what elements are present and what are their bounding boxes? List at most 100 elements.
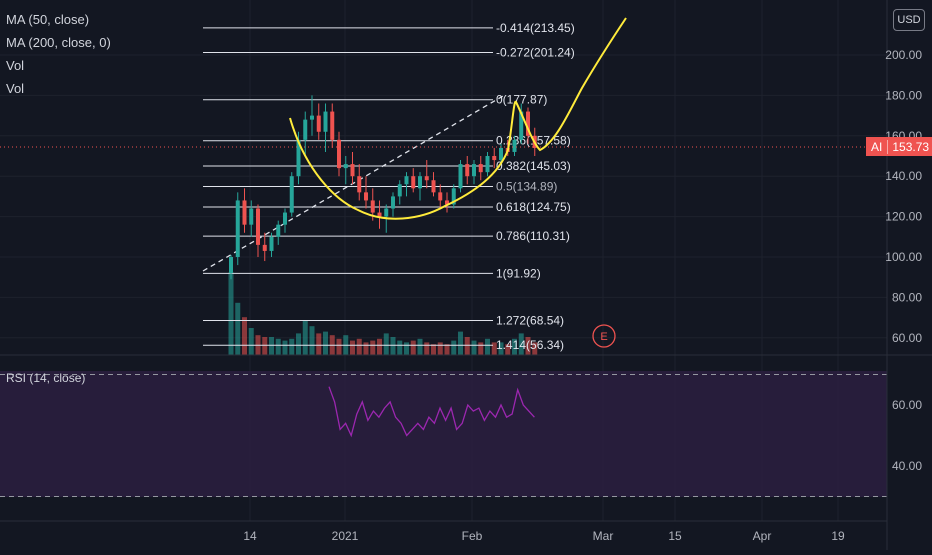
candle-body	[229, 257, 233, 274]
candle-body	[458, 164, 463, 189]
fib-level-label: 0(177.87)	[496, 93, 547, 107]
fib-level-label: 0.786(110.31)	[496, 229, 570, 243]
candle-body	[296, 139, 301, 177]
fib-level-label: 1(91.92)	[496, 266, 541, 280]
candle-body	[485, 156, 490, 173]
volume-bar	[377, 338, 382, 355]
candle-body	[397, 184, 402, 197]
candle-body	[276, 224, 281, 237]
time-axis-label: 19	[831, 529, 845, 543]
fib-level-label: -0.272(201.24)	[496, 45, 575, 59]
volume-bar	[458, 331, 463, 355]
candle-body	[316, 115, 321, 132]
candle-body	[364, 192, 368, 201]
candle-body	[418, 176, 422, 189]
volume-bar	[296, 333, 301, 355]
candle-body	[391, 196, 395, 209]
candle-body	[512, 139, 517, 152]
candlestick-series	[229, 95, 537, 280]
volume-bar	[505, 344, 511, 355]
legend-ma50[interactable]: MA (50, close)	[6, 12, 90, 27]
volume-bar	[464, 337, 470, 355]
candle-body	[289, 176, 294, 213]
volume-bar	[417, 338, 423, 355]
volume-bar	[404, 342, 409, 355]
price-axis-label: 60.00	[892, 331, 922, 345]
candle-body	[384, 208, 389, 217]
candle-body	[438, 192, 443, 201]
time-axis-label: 2021	[332, 529, 359, 543]
candle-body	[249, 208, 254, 225]
volume-bar	[350, 340, 355, 355]
currency-button[interactable]: USD	[893, 9, 925, 31]
rsi-band-lines	[0, 374, 887, 497]
volume-bar	[512, 338, 517, 355]
candle-body	[465, 164, 470, 177]
volume-bar	[323, 331, 328, 355]
volume-bar	[444, 344, 450, 355]
candle-body	[343, 164, 348, 169]
time-axis[interactable]: 14 2021 Feb Mar 15 Apr 19	[243, 529, 845, 543]
candle-body	[235, 200, 240, 257]
candle-body	[424, 176, 429, 181]
price-axis-label: 120.00	[885, 210, 922, 224]
price-axis-label: 180.00	[885, 88, 922, 102]
volume-bar	[491, 342, 497, 355]
volume-bar	[370, 340, 376, 355]
last-price-symbol: AI	[866, 139, 889, 154]
rsi-axis-label: 40.00	[892, 459, 922, 473]
fib-level-label: 0.382(145.03)	[496, 159, 571, 173]
legend-vol-2[interactable]: Vol	[6, 81, 25, 96]
volume-bar	[518, 333, 524, 355]
rsi-band-background	[0, 371, 887, 497]
time-axis-label: Feb	[462, 529, 483, 543]
volume-bar	[356, 338, 362, 355]
earnings-marker[interactable]: E	[592, 324, 616, 348]
candle-body	[323, 111, 328, 132]
fib-level-label: 0.5(134.89)	[496, 180, 557, 194]
time-axis-label: 14	[243, 529, 257, 543]
candle-body	[431, 180, 436, 193]
time-axis-label: Mar	[593, 529, 614, 543]
volume-bar	[525, 337, 531, 355]
volume-bar	[471, 340, 477, 355]
candle-body	[451, 188, 456, 205]
rsi-panel	[328, 386, 535, 438]
rsi-axis[interactable]: 60.00 40.00	[892, 398, 922, 473]
time-axis-label: Apr	[753, 529, 772, 543]
last-price-tag: AI 153.73	[866, 137, 932, 156]
time-axis-label: 15	[668, 529, 682, 543]
candle-body	[492, 156, 497, 161]
legend-ma200[interactable]: MA (200, close, 0)	[6, 35, 111, 50]
fib-level-label: -0.414(213.45)	[496, 21, 575, 35]
volume-bar	[235, 302, 241, 355]
volume-bar	[302, 320, 308, 355]
volume-bar	[289, 338, 295, 355]
candle-body	[256, 208, 260, 245]
candle-body	[357, 176, 362, 193]
volume-bar	[532, 342, 538, 355]
candle-body	[478, 164, 483, 173]
candle-body	[472, 164, 476, 177]
cup-and-handle-annotation[interactable]	[289, 17, 627, 220]
volume-bar	[451, 340, 457, 355]
volume-bar	[397, 340, 403, 355]
candle-body	[411, 176, 416, 189]
volume-bar	[390, 337, 396, 355]
candle-body	[303, 119, 308, 140]
candle-body	[330, 111, 335, 140]
volume-bar	[485, 338, 490, 355]
candle-body	[242, 200, 247, 225]
volume-bar	[336, 338, 342, 355]
legend-vol-1[interactable]: Vol	[6, 58, 25, 73]
fib-level-label: 1.272(68.54)	[496, 314, 564, 328]
volume-bar	[410, 340, 416, 355]
legend-rsi[interactable]: RSI (14, close)	[6, 371, 86, 385]
rsi-line	[328, 386, 535, 438]
rsi-axis-label: 60.00	[892, 398, 922, 412]
candle-body	[283, 212, 287, 225]
candle-body	[370, 200, 375, 213]
volume-bar	[316, 333, 322, 355]
